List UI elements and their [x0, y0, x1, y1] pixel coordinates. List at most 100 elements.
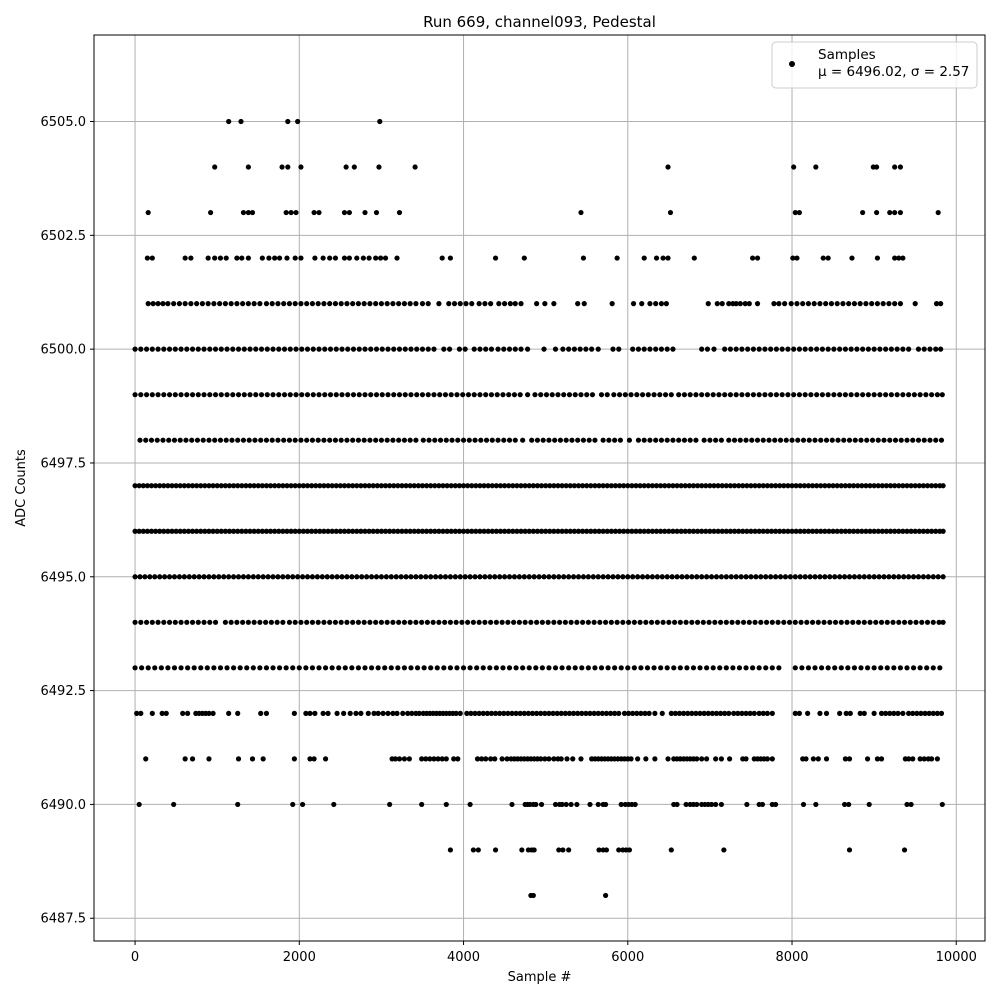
- data-point: [651, 392, 657, 398]
- data-point: [198, 665, 204, 671]
- data-point: [224, 346, 230, 352]
- data-point: [921, 437, 927, 443]
- data-point: [866, 574, 872, 580]
- data-point: [132, 483, 138, 489]
- data-point: [345, 483, 352, 489]
- data-point: [938, 710, 945, 716]
- data-point: [198, 483, 204, 489]
- data-point: [407, 301, 413, 307]
- data-point: [393, 574, 399, 580]
- data-point: [437, 574, 444, 580]
- data-point: [900, 528, 906, 534]
- data-point: [455, 437, 461, 443]
- data-point: [314, 574, 320, 580]
- data-point: [152, 665, 158, 671]
- data-point: [906, 710, 912, 716]
- data-point: [802, 346, 808, 352]
- data-point: [892, 255, 898, 261]
- data-point: [184, 392, 190, 398]
- data-point: [143, 346, 150, 352]
- data-point: [245, 619, 251, 625]
- data-point: [483, 756, 489, 762]
- data-point: [361, 301, 367, 307]
- data-point: [206, 710, 212, 716]
- data-point: [476, 619, 482, 625]
- data-point: [658, 437, 665, 443]
- data-point: [819, 346, 826, 352]
- data-point: [799, 665, 805, 671]
- data-point: [337, 483, 343, 489]
- data-point: [802, 392, 808, 398]
- data-point: [419, 346, 426, 352]
- data-point: [670, 528, 676, 534]
- data-point: [551, 528, 557, 534]
- data-point: [874, 255, 881, 261]
- data-point: [459, 619, 465, 625]
- data-point: [595, 346, 601, 352]
- data-point: [457, 710, 463, 716]
- data-point: [686, 483, 692, 489]
- data-point: [304, 301, 310, 307]
- data-point: [772, 574, 779, 580]
- data-point: [670, 483, 676, 489]
- data-point: [497, 574, 503, 580]
- data-point: [642, 710, 648, 716]
- data-point: [218, 483, 224, 489]
- data-point: [243, 483, 249, 489]
- data-point: [621, 483, 627, 489]
- data-point: [172, 392, 178, 398]
- data-point: [345, 392, 351, 398]
- data-point: [538, 710, 544, 716]
- data-point: [547, 528, 553, 534]
- data-point: [818, 528, 824, 534]
- data-point: [742, 301, 748, 307]
- data-point: [194, 437, 201, 443]
- data-point: [654, 574, 660, 580]
- data-point: [276, 346, 282, 352]
- data-point: [202, 528, 208, 534]
- data-point: [568, 619, 574, 625]
- data-point: [136, 528, 142, 534]
- data-point: [715, 528, 721, 534]
- data-point: [526, 528, 532, 534]
- data-point: [805, 483, 812, 489]
- data-point: [245, 164, 251, 170]
- data-point: [292, 301, 298, 307]
- data-point: [635, 437, 642, 443]
- data-point: [829, 437, 835, 443]
- data-point: [347, 710, 353, 716]
- data-point: [247, 528, 253, 534]
- data-point: [238, 118, 244, 125]
- data-point: [792, 619, 798, 625]
- data-point: [339, 346, 345, 352]
- data-point: [562, 710, 568, 716]
- data-point: [600, 574, 606, 580]
- data-point: [635, 346, 642, 352]
- data-point: [396, 346, 403, 352]
- data-point: [838, 619, 844, 625]
- data-point: [228, 619, 234, 625]
- data-point: [245, 574, 251, 580]
- data-point: [465, 483, 471, 489]
- data-point: [198, 528, 204, 534]
- data-point: [812, 665, 818, 671]
- data-point: [319, 574, 325, 580]
- data-point: [939, 392, 945, 398]
- data-point: [637, 619, 643, 625]
- data-point: [228, 301, 234, 307]
- data-point: [851, 301, 858, 307]
- data-point: [600, 528, 606, 534]
- legend-series-name: Samples: [818, 47, 876, 63]
- data-point: [837, 346, 843, 352]
- data-point: [712, 619, 718, 625]
- data-point: [912, 528, 918, 534]
- data-point: [269, 301, 275, 307]
- data-point: [307, 756, 313, 762]
- data-point: [608, 619, 614, 625]
- data-point: [149, 392, 155, 398]
- data-point: [730, 665, 736, 671]
- data-point: [475, 847, 481, 853]
- data-point: [155, 346, 161, 352]
- data-point: [793, 528, 799, 534]
- data-point: [217, 255, 224, 261]
